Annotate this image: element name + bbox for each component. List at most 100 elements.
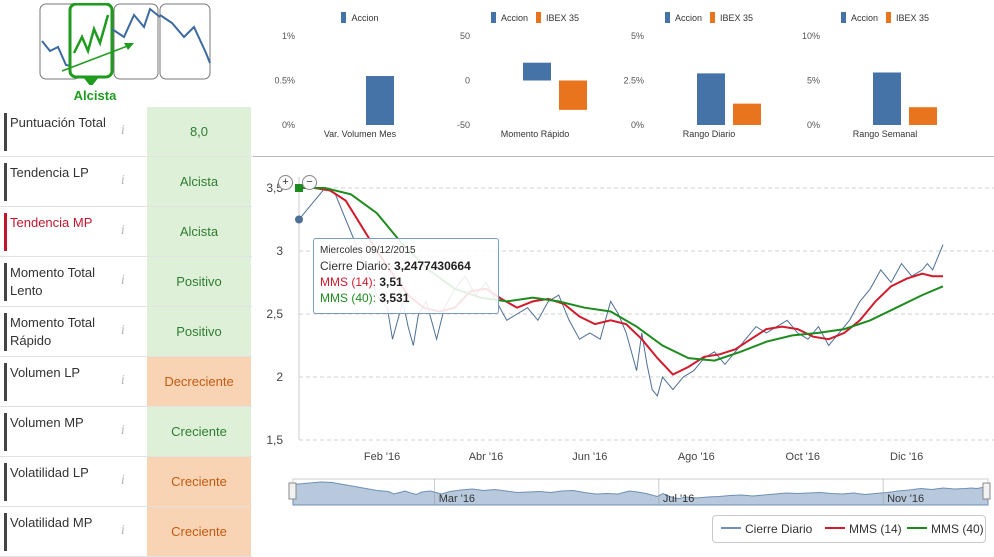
x-tick-label: Feb '16: [364, 451, 400, 463]
mini-chart-plot: 5% 2.5% 0%: [624, 31, 761, 128]
trend-option-alcista[interactable]: [68, 3, 114, 85]
mini-legend-item[interactable]: IBEX 35: [709, 12, 754, 23]
x-tick-label: Dic '16: [890, 451, 923, 463]
score-row: Volatilidad LP i Creciente: [0, 457, 252, 507]
mini-caption: Rango Diario: [682, 129, 736, 139]
info-icon[interactable]: i: [121, 373, 125, 387]
mini-bar[interactable]: [873, 72, 901, 125]
mini-legend-label: Accion: [500, 13, 528, 23]
tooltip-mms40-value: 3,531: [379, 291, 410, 305]
mini-chart: Accion 1% 0.5% 0% Var. Volumen Mes: [275, 0, 445, 150]
row-label: Volumen MP: [10, 415, 84, 430]
mini-legend-label: IBEX 35: [719, 13, 754, 23]
info-icon[interactable]: i: [121, 323, 125, 337]
info-icon[interactable]: i: [121, 523, 125, 537]
mini-bar[interactable]: [733, 103, 761, 125]
mini-tick-label: 5%: [807, 76, 820, 86]
chart-tooltip: Miercoles 09/12/2015 Cierre Diario: 3,24…: [313, 238, 499, 314]
score-row: Tendencia MP i Alcista: [0, 207, 252, 257]
info-icon[interactable]: i: [121, 473, 125, 487]
mini-tick-label: 5%: [631, 31, 644, 41]
mini-tick-label: 0: [465, 76, 470, 86]
mini-tick-label: 0.5%: [275, 76, 295, 86]
legend-cierre-label: Cierre Diario: [745, 522, 813, 536]
mini-tick-label: 50: [460, 31, 470, 41]
row-value: 8,0: [147, 107, 251, 156]
row-label: Volumen LP: [10, 365, 81, 380]
score-panel: Alcista Puntuación Total i 8,0 Tendencia LP…: [0, 0, 252, 557]
score-row: Tendencia LP i Alcista: [0, 157, 252, 207]
row-label: Volatilidad MP: [10, 515, 93, 530]
zoom-out-icon[interactable]: −: [302, 175, 317, 190]
row-label: Momento Total Lento: [10, 265, 96, 298]
mini-tick-label: 2.5%: [624, 76, 644, 86]
mini-tick-label: 0%: [282, 120, 295, 128]
row-marker: [4, 313, 7, 351]
y-tick-label: 1,5: [266, 433, 283, 447]
score-row: Momento Total Lento i Positivo: [0, 257, 252, 307]
y-tick-label: 3: [276, 244, 283, 258]
row-marker: [4, 163, 7, 201]
zoom-in-icon[interactable]: +: [278, 175, 293, 190]
chart-legend: Cierre Diario MMS (14) MMS (40): [712, 515, 986, 543]
row-marker: [4, 463, 7, 501]
navigator-area: [292, 481, 989, 506]
tooltip-mms40-label: MMS (40):: [320, 291, 377, 305]
row-label: Tendencia LP: [10, 165, 89, 180]
mini-legend: Accion IBEX 35: [450, 12, 620, 23]
legend-item-mms40[interactable]: MMS (40): [907, 522, 984, 536]
trend-option-bajista-2[interactable]: [159, 3, 211, 80]
row-label: Momento Total Rápido: [10, 315, 96, 348]
info-icon[interactable]: i: [121, 123, 125, 137]
trend-lateral-icon: [111, 7, 161, 39]
mini-legend-item[interactable]: Accion: [490, 12, 528, 23]
divider: [253, 156, 994, 157]
mini-bar[interactable]: [697, 73, 725, 125]
mini-bar[interactable]: [559, 80, 587, 110]
legend-item-mms14[interactable]: MMS (14): [825, 522, 902, 536]
mini-chart: Accion IBEX 35 5% 2.5% 0% Rango Diario: [624, 0, 794, 150]
tooltip-date: Miercoles 09/12/2015: [320, 245, 416, 256]
mini-legend-item[interactable]: Accion: [664, 12, 702, 23]
mini-tick-label: -50: [457, 120, 470, 128]
row-value: Alcista: [147, 157, 251, 206]
trend-option-lateral[interactable]: [111, 3, 161, 80]
mini-caption: Rango Semanal: [852, 129, 918, 139]
navigator-tick-label: Mar '16: [439, 493, 475, 505]
mini-legend: Accion IBEX 35: [800, 12, 970, 23]
mini-bar[interactable]: [523, 62, 551, 81]
mini-legend-label: IBEX 35: [895, 13, 930, 23]
legend-mms40-label: MMS (40): [931, 522, 984, 536]
info-icon[interactable]: i: [121, 173, 125, 187]
mini-legend-item[interactable]: IBEX 35: [885, 12, 930, 23]
mini-chart-plot: 10% 5% 0%: [802, 31, 937, 128]
score-row: Volumen LP i Decreciente: [0, 357, 252, 407]
row-label: Tendencia MP: [10, 215, 93, 230]
mini-legend-item[interactable]: IBEX 35: [535, 12, 580, 23]
mini-chart-plot: 50 0 -50: [457, 31, 587, 128]
mini-tick-label: 0%: [631, 120, 644, 128]
mini-legend-item[interactable]: Accion: [840, 12, 878, 23]
tooltip-cierre-label: Cierre Diario:: [320, 259, 391, 273]
mini-bar[interactable]: [909, 107, 937, 125]
info-icon[interactable]: i: [121, 273, 125, 287]
mini-chart: Accion IBEX 35 50 0 -50 Momento Rápido: [450, 0, 620, 150]
hover-marker-cierre: [295, 215, 303, 224]
mini-bar[interactable]: [366, 76, 394, 125]
row-value: Alcista: [147, 207, 251, 256]
row-marker: [4, 363, 7, 401]
mini-chart-plot: 1% 0.5% 0%: [275, 31, 394, 128]
mini-legend-label: IBEX 35: [545, 13, 580, 23]
info-icon[interactable]: i: [121, 423, 125, 437]
info-icon[interactable]: i: [121, 223, 125, 237]
row-value: Positivo: [147, 257, 251, 306]
trend-selector[interactable]: [38, 3, 214, 85]
score-row: Momento Total Rápido i Positivo: [0, 307, 252, 357]
mini-legend-item[interactable]: Accion: [341, 12, 379, 23]
navigator-right-handle[interactable]: [982, 482, 991, 500]
mini-caption: Momento Rápido: [500, 129, 570, 139]
navigator-left-handle[interactable]: [288, 482, 297, 500]
legend-item-cierre[interactable]: Cierre Diario: [721, 522, 812, 536]
row-label: Volatilidad LP: [10, 465, 89, 480]
